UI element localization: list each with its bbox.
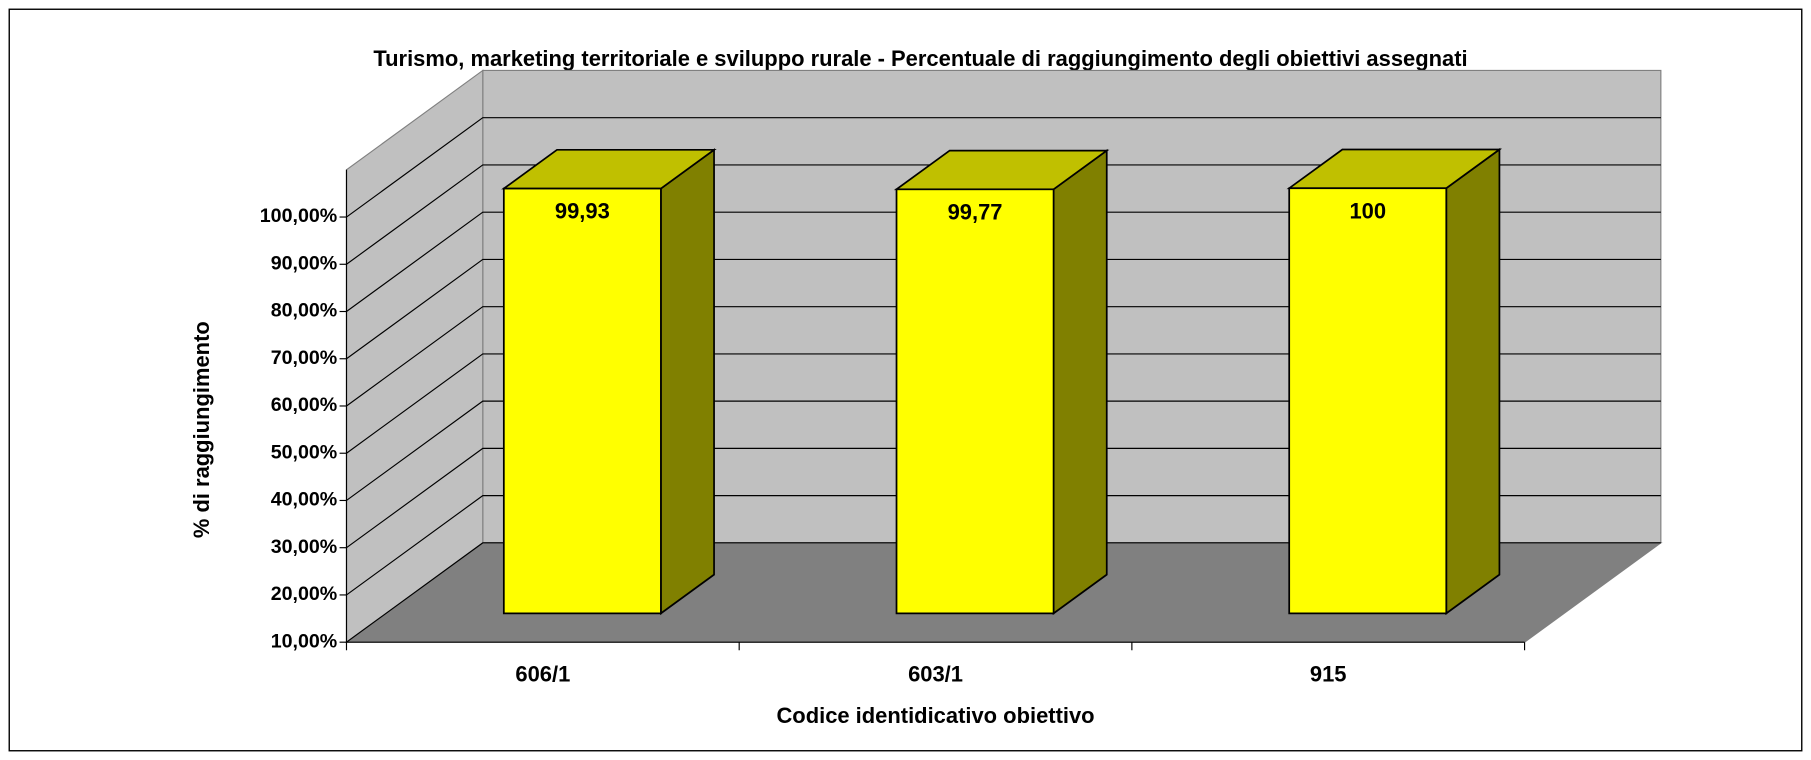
bar (1288, 187, 1448, 615)
bar-side (660, 148, 715, 616)
grid-line (346, 495, 1661, 596)
grid-line (346, 447, 1661, 549)
x-tick-label: 915 (1310, 661, 1347, 686)
bar-side (1052, 148, 1108, 616)
grid-line (346, 542, 1661, 643)
x-axis-label: Codice identidicativo obiettivo (776, 703, 1094, 728)
grid-line (346, 353, 1661, 454)
y-tick-label: 90,00% (271, 252, 338, 274)
chart-title: Turismo, marketing territoriale e svilup… (373, 46, 1467, 71)
y-tick-label: 80,00% (271, 300, 338, 322)
y-tick-label: 60,00% (271, 394, 338, 416)
grid-line (346, 211, 1661, 312)
y-tick-label: 40,00% (271, 489, 338, 511)
y-tick-label: 30,00% (271, 536, 338, 558)
x-tick-label: 606/1 (515, 661, 570, 686)
y-tick-label: 20,00% (271, 583, 338, 605)
bar-side (1445, 147, 1501, 616)
y-tick-label: 70,00% (271, 347, 338, 369)
y-axis-label: % di raggiungimento (189, 321, 214, 538)
y-tick-label: 50,00% (271, 441, 338, 463)
bar (502, 187, 662, 615)
grid-line (346, 164, 1661, 265)
grid-line (346, 306, 1661, 407)
x-tick-label: 603/1 (908, 661, 963, 686)
y-tick-label: 10,00% (271, 630, 338, 652)
grid-line (346, 117, 1661, 218)
bar (895, 188, 1055, 615)
data-label: 99,93 (555, 199, 610, 224)
data-label: 100 (1349, 198, 1386, 223)
grid-line (346, 258, 1661, 360)
y-tick-label: 100,00% (260, 205, 337, 227)
data-label: 99,77 (948, 199, 1003, 224)
grid-line (346, 400, 1661, 501)
